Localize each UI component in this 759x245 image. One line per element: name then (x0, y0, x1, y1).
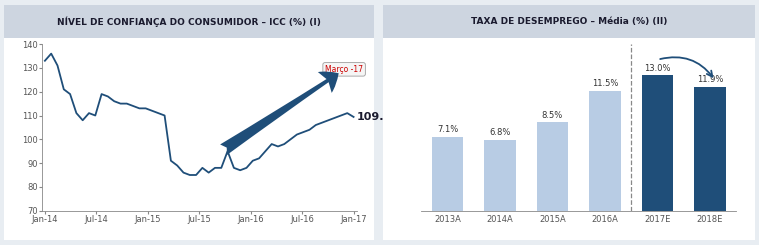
Bar (432, 137, 463, 211)
Text: 8.5%: 8.5% (542, 110, 563, 120)
FancyBboxPatch shape (4, 5, 374, 38)
FancyBboxPatch shape (376, 0, 759, 245)
Text: Março -17: Março -17 (325, 65, 363, 74)
Text: 11.9%: 11.9% (697, 75, 723, 84)
Text: 7.1%: 7.1% (437, 125, 458, 134)
FancyBboxPatch shape (383, 5, 755, 38)
Text: 6.8%: 6.8% (490, 128, 511, 137)
Bar (537, 122, 568, 211)
Bar (642, 75, 673, 211)
Bar (694, 87, 726, 211)
Text: 13.0%: 13.0% (644, 64, 671, 73)
FancyBboxPatch shape (0, 0, 382, 245)
Text: NÍVEL DE CONFIANÇA DO CONSUMIDOR – ICC (%) (I): NÍVEL DE CONFIANÇA DO CONSUMIDOR – ICC (… (57, 16, 321, 27)
Bar (484, 140, 516, 211)
Bar (589, 91, 621, 211)
Text: TAXA DE DESEMPREGO – Média (%) (II): TAXA DE DESEMPREGO – Média (%) (II) (471, 17, 667, 26)
Text: 11.5%: 11.5% (592, 79, 618, 88)
Text: 109.4: 109.4 (357, 112, 392, 122)
